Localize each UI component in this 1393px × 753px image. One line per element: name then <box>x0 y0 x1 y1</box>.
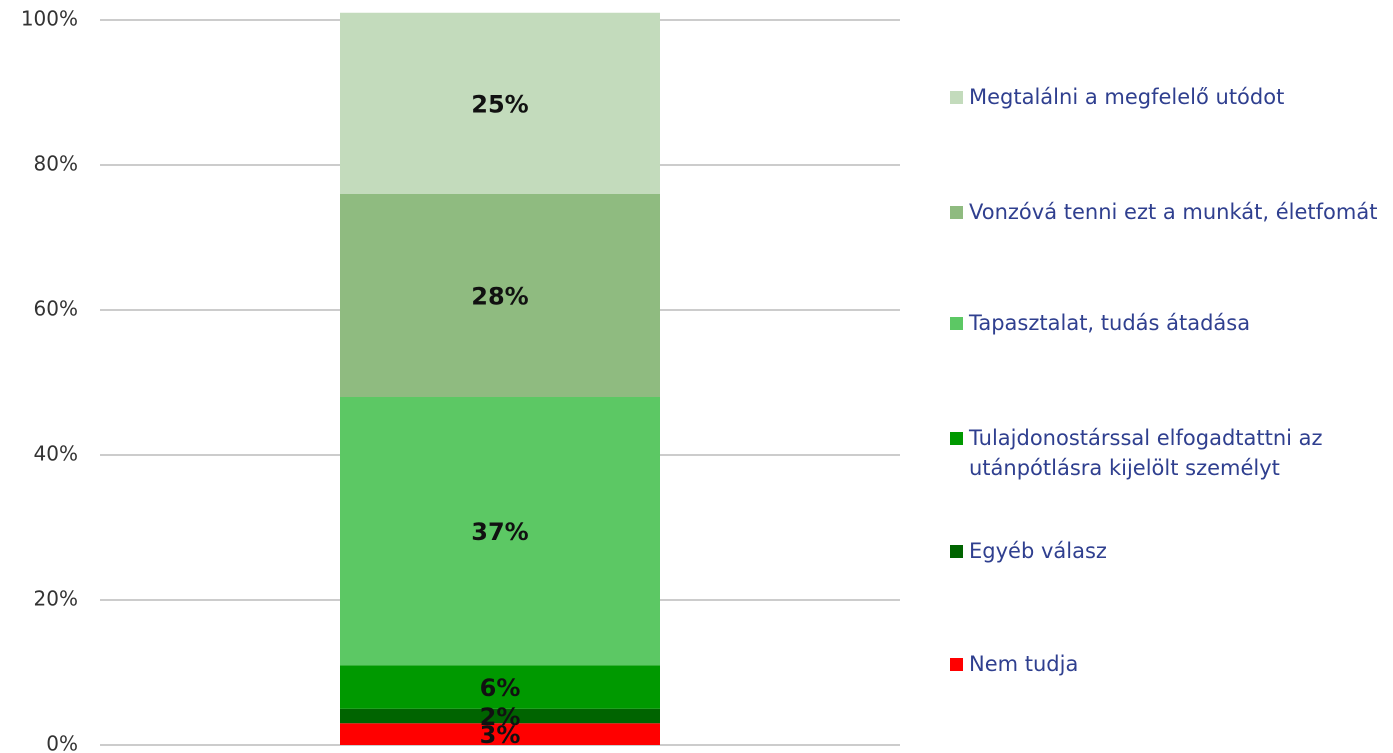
legend-label: Egyéb válasz <box>969 539 1107 563</box>
legend-label: Nem tudja <box>969 652 1079 676</box>
legend-swatch <box>950 545 963 558</box>
y-tick-label: 20% <box>34 587 78 611</box>
bar-segment <box>340 397 660 666</box>
y-tick-label: 100% <box>21 7 78 31</box>
data-label: 25% <box>471 90 528 118</box>
bar-segment <box>340 708 660 724</box>
legend-swatch <box>950 317 963 330</box>
y-tick-label: 60% <box>34 297 78 321</box>
legend-label: Megtalálni a megfelelő utódot <box>969 85 1285 109</box>
y-tick-label: 40% <box>34 442 78 466</box>
legend-swatch <box>950 91 963 104</box>
bar-segment <box>340 194 660 397</box>
legend-swatch <box>950 658 963 671</box>
legend-label: Tulajdonostárssal elfogadtattni az utánp… <box>969 426 1323 480</box>
legend-entry: Vonzóvá tenni ezt a munkát, életfomát <box>950 197 1380 227</box>
legend-entry: Tulajdonostárssal elfogadtattni az utánp… <box>950 423 1380 483</box>
data-label: 3% <box>480 721 521 749</box>
data-label: 28% <box>471 283 528 311</box>
y-tick-label: 0% <box>46 732 78 753</box>
data-label: 6% <box>480 674 521 702</box>
y-tick-label: 80% <box>34 152 78 176</box>
data-label: 2% <box>480 703 521 731</box>
legend-entry: Megtalálni a megfelelő utódot <box>950 82 1380 112</box>
bar-segment <box>340 723 660 745</box>
legend-label: Tapasztalat, tudás átadása <box>969 311 1251 335</box>
legend-swatch <box>950 432 963 445</box>
legend-entry: Nem tudja <box>950 649 1380 679</box>
legend-entry: Tapasztalat, tudás átadása <box>950 308 1380 338</box>
bar-segment <box>340 665 660 709</box>
legend-entry: Egyéb válasz <box>950 536 1380 566</box>
legend-swatch <box>950 206 963 219</box>
bar-segment <box>340 12 660 194</box>
legend-label: Vonzóvá tenni ezt a munkát, életfomát <box>969 200 1378 224</box>
data-label: 37% <box>471 518 528 546</box>
